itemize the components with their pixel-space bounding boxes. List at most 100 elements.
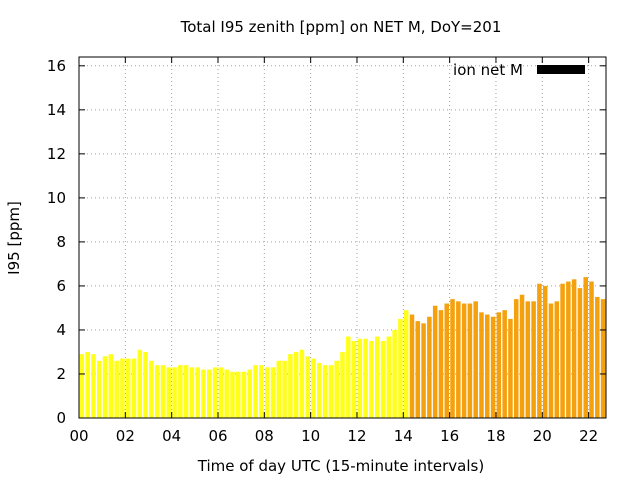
bar [288,354,293,418]
bar [485,314,490,418]
bar [525,301,531,418]
y-tick-labels: 0 2 4 6 8 10 12 14 16 [47,57,66,427]
bar [178,365,183,418]
bar [537,283,542,418]
bar [334,360,339,418]
bar [276,360,282,418]
bar [346,336,351,418]
bar [317,362,322,418]
bar [398,318,403,418]
x-tick-label: 12 [347,427,366,445]
y-tick-label: 16 [47,57,66,75]
legend-swatch [537,65,585,74]
bar [85,351,90,418]
bar [496,312,502,418]
bar [450,299,455,418]
x-tick-label: 04 [162,427,181,445]
bar [415,321,421,418]
x-tick-label: 02 [116,427,135,445]
bar [438,310,444,418]
y-tick-label: 0 [56,409,66,427]
bar [427,316,432,418]
bar [461,303,467,418]
bar [340,351,345,418]
bar [479,312,484,418]
y-tick-label: 14 [47,101,66,119]
bar [363,338,368,418]
chart-title: Total I95 zenith [ppm] on NET M, DoY=201 [180,18,502,36]
bar [328,365,334,418]
bar [154,365,160,418]
bar [207,369,212,418]
plot-frame [78,56,607,419]
x-tick-label: 20 [533,427,552,445]
bar [519,294,525,418]
bar [235,371,241,418]
bar [253,365,258,418]
bar [467,303,473,418]
x-tick-label: 00 [69,427,88,445]
bar [600,299,606,418]
bar [444,303,450,418]
bar [531,301,536,418]
y-tick-label: 12 [47,145,66,163]
legend: ion net M [453,61,585,79]
bar [143,351,148,418]
x-tick-label: 18 [486,427,505,445]
bar [560,283,565,418]
bar [589,281,594,418]
bar [490,316,496,418]
y-tick-label: 6 [56,277,66,295]
bar [369,340,374,418]
x-axis-label: Time of day UTC (15-minute intervals) [197,457,484,475]
bar [183,365,189,418]
bar [102,356,108,418]
bar [125,358,131,418]
bar [311,358,316,418]
bar [554,301,560,418]
bar [230,371,235,418]
bar [386,336,392,418]
bar [218,367,224,418]
bar [513,299,519,418]
bar [456,301,461,418]
x-tick-label: 06 [208,427,227,445]
grid [79,57,606,418]
bars [79,277,606,418]
legend-label: ion net M [453,61,523,79]
bar [293,351,299,418]
y-tick-label: 8 [56,233,66,251]
x-tick-label: 10 [301,427,320,445]
bar [351,340,357,418]
bar [403,310,409,418]
bar [548,303,554,418]
bar [97,360,102,418]
x-tick-label: 22 [579,427,598,445]
bar [392,329,397,418]
bar [114,360,119,418]
x-tick-label: 08 [255,427,274,445]
bar [473,301,478,418]
bar [264,367,270,418]
bar [189,367,195,418]
bar [201,369,206,418]
bar [131,358,137,418]
bar [595,296,600,418]
bar [299,349,305,418]
bar [374,336,380,418]
bar [577,288,583,418]
bar [212,367,218,418]
bar [270,367,276,418]
bar [241,371,247,418]
y-tick-label: 4 [56,321,66,339]
x-tick-labels: 00 02 04 06 08 10 12 14 16 18 20 22 [69,427,598,445]
bar [583,277,588,418]
bar [409,314,415,418]
bar [508,318,513,418]
bar [282,360,287,418]
bar [357,338,363,418]
bar [380,340,386,418]
bar [259,365,264,418]
x-tick-label: 14 [394,427,413,445]
